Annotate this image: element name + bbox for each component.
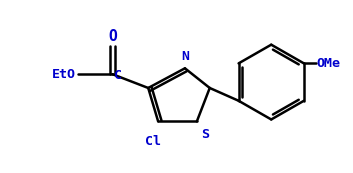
- Text: OMe: OMe: [317, 57, 341, 70]
- Text: Cl: Cl: [145, 135, 161, 148]
- Text: EtO: EtO: [52, 68, 76, 81]
- Text: N: N: [181, 50, 189, 63]
- Text: S: S: [201, 128, 209, 141]
- Text: O: O: [108, 29, 117, 44]
- Text: C: C: [114, 69, 122, 82]
